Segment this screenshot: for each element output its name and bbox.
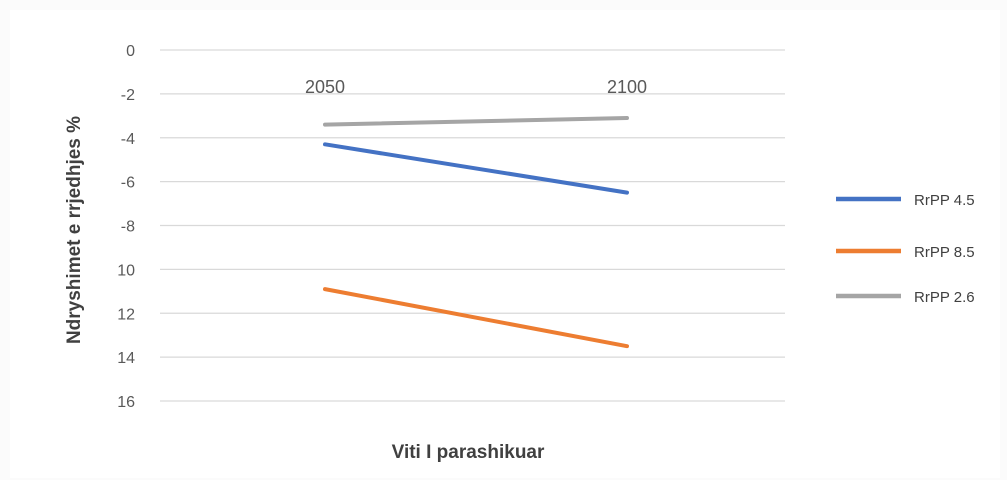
data-point: [323, 287, 327, 291]
y-tick-label: -6: [121, 175, 135, 192]
data-point: [323, 142, 327, 146]
legend-item: RrPP 2.6: [836, 289, 975, 306]
x-tick-label: 2050: [305, 77, 345, 97]
y-axis-ticks: 0 -2 -4 -6 -8 10 12 14 16: [117, 43, 135, 411]
x-axis-label: Viti I parashikuar: [392, 442, 545, 463]
x-tick-label: 2100: [607, 77, 647, 97]
legend-label: RrPP 2.6: [914, 289, 975, 306]
gridlines: [160, 49, 785, 402]
series-line: [323, 142, 629, 195]
y-axis-label: Ndryshimet e rrjedhjes %: [64, 116, 85, 344]
series-line: [323, 287, 629, 349]
series-group: [323, 287, 629, 349]
y-tick-label: -2: [121, 87, 135, 104]
legend-item: RrPP 4.5: [836, 192, 975, 209]
data-point: [625, 116, 629, 120]
legend: RrPP 4.5 RrPP 8.5 RrPP 2.6: [836, 192, 975, 306]
series-group: [323, 116, 629, 127]
data-point: [625, 344, 629, 348]
chart-panel: [10, 10, 1000, 478]
y-tick-label: 10: [117, 262, 135, 279]
y-tick-label: 14: [117, 350, 135, 367]
series-group: [323, 142, 629, 195]
data-point: [625, 191, 629, 195]
legend-label: RrPP 4.5: [914, 192, 975, 209]
data-point: [323, 123, 327, 127]
y-tick-label: 12: [117, 306, 135, 323]
y-tick-label: 0: [126, 43, 135, 60]
series-lines: [323, 116, 629, 349]
legend-label: RrPP 8.5: [914, 244, 975, 261]
y-tick-label: -4: [121, 131, 135, 148]
x-axis-ticks: 2050 2100: [305, 77, 647, 97]
series-line: [323, 116, 629, 127]
y-tick-label: 16: [117, 394, 135, 411]
legend-item: RrPP 8.5: [836, 244, 975, 261]
y-tick-label: -8: [121, 219, 135, 236]
